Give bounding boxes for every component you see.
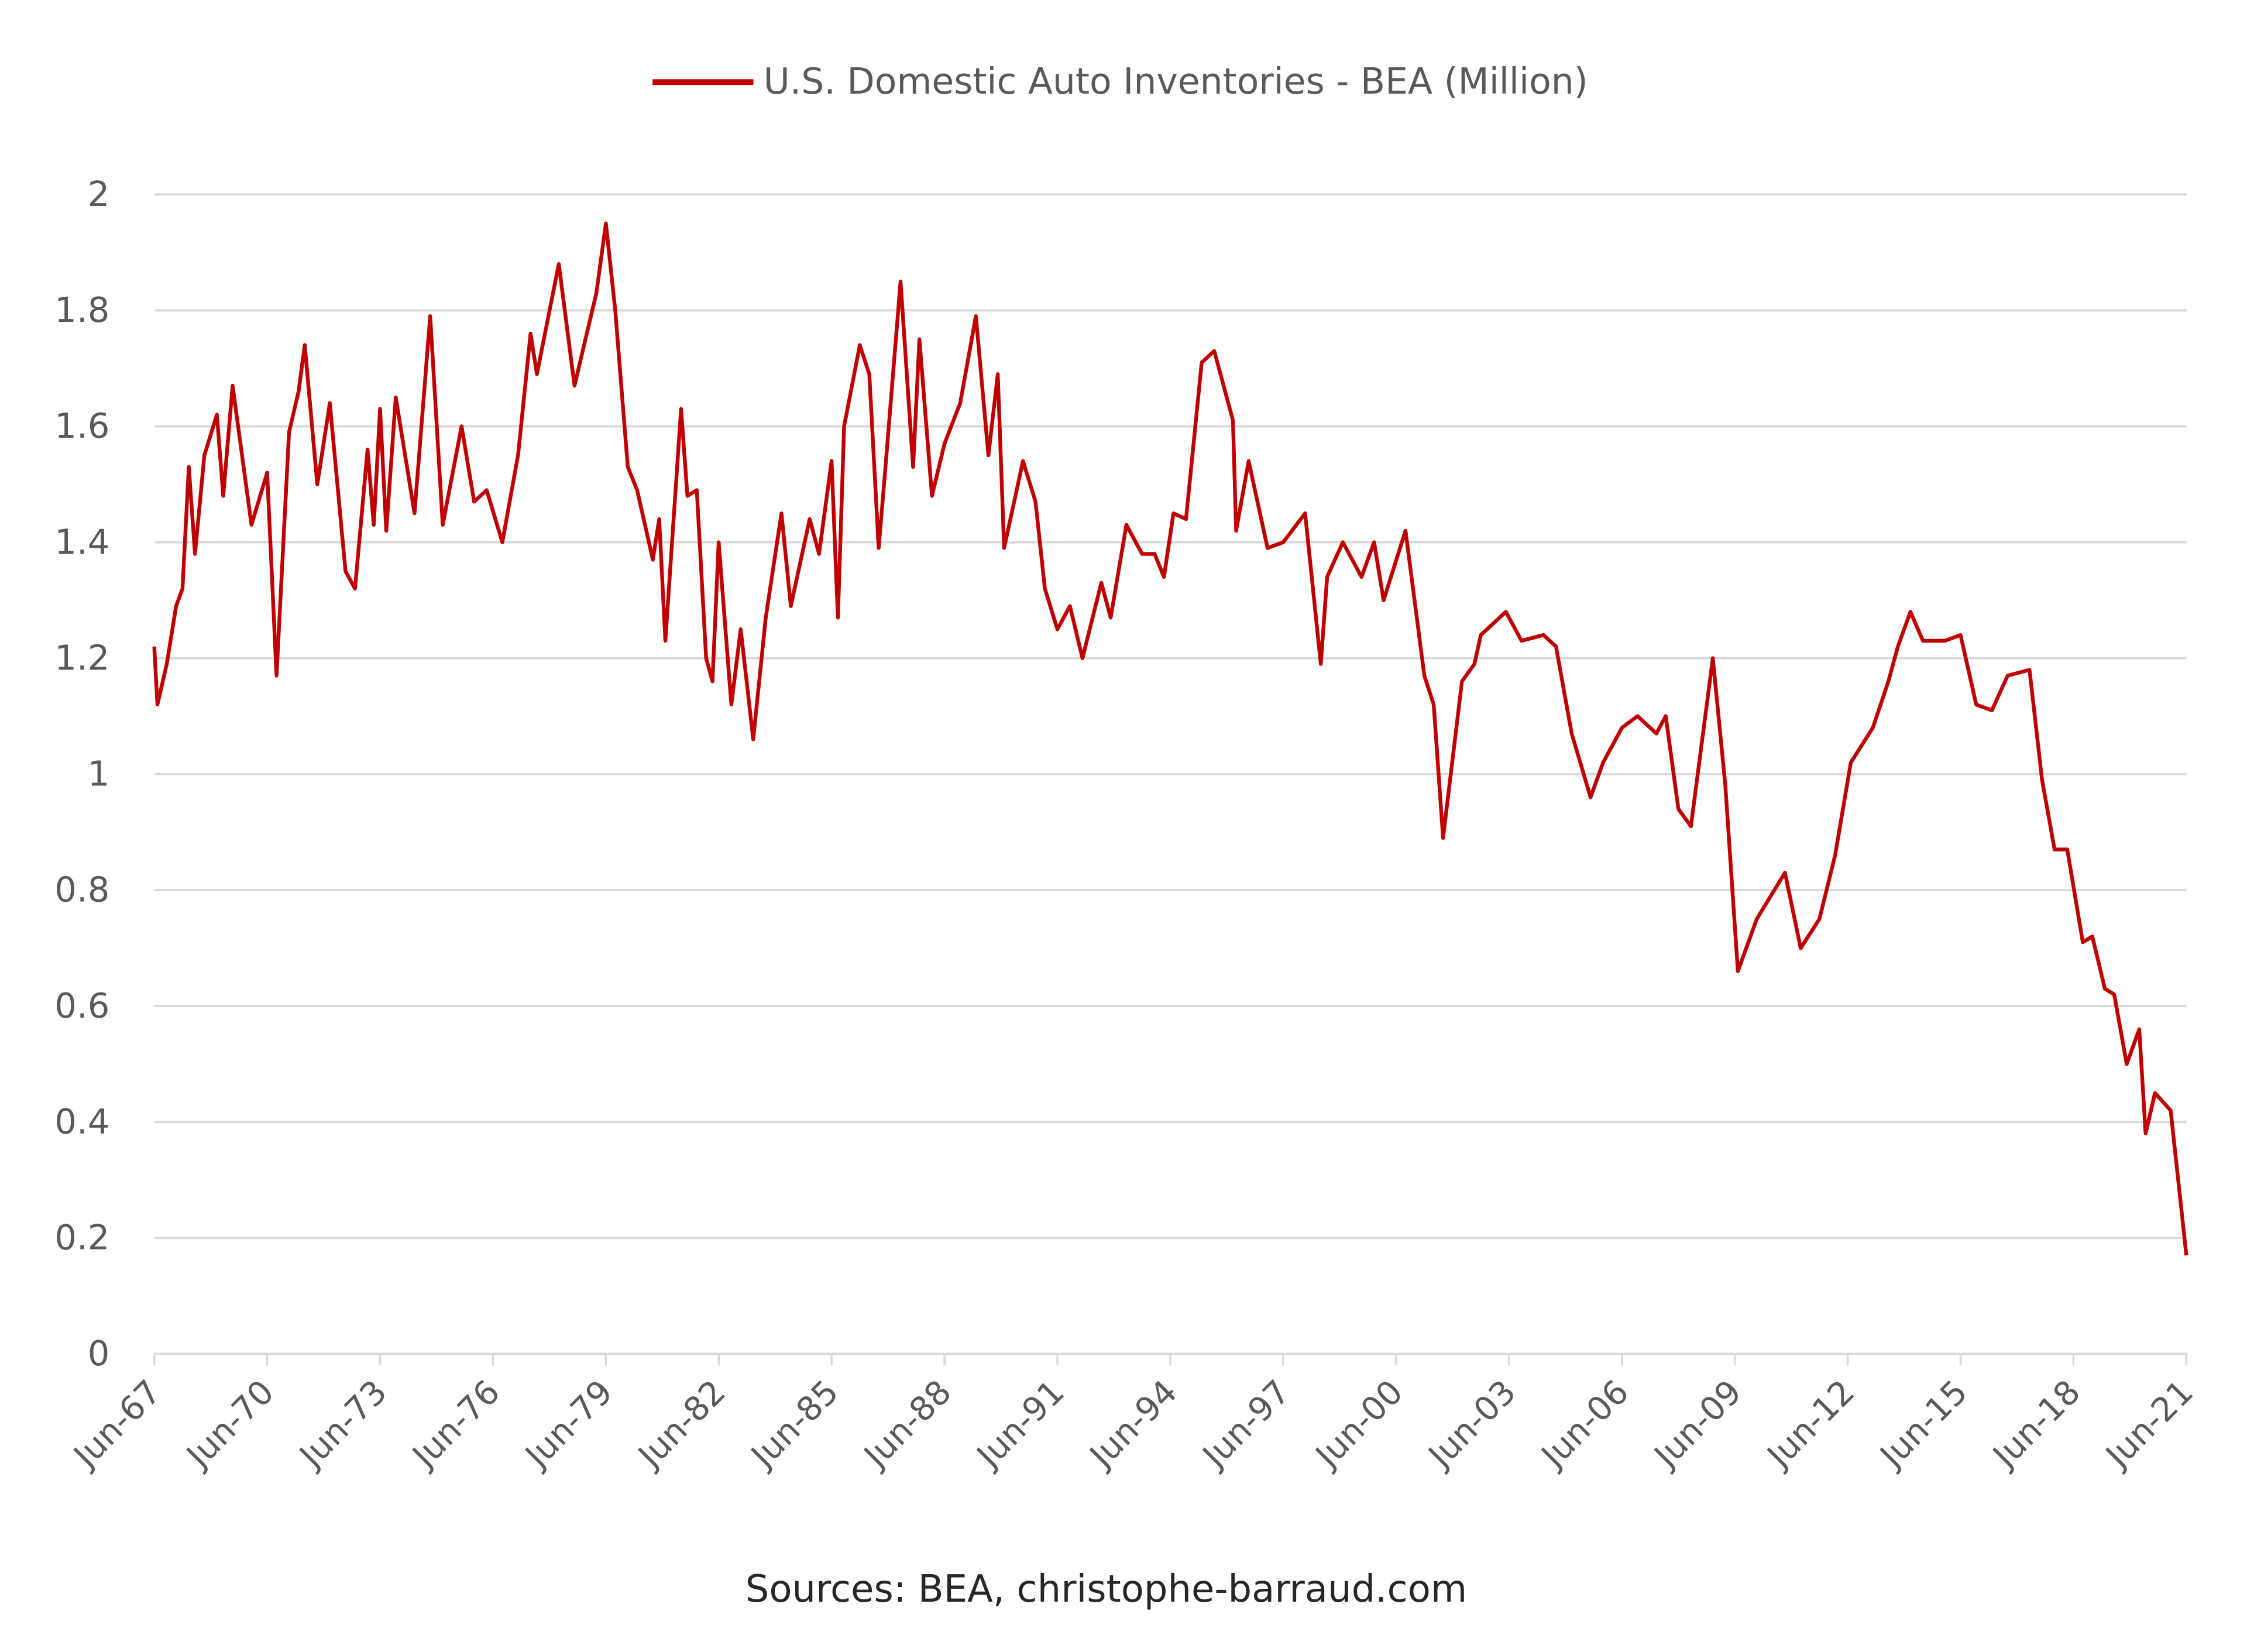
y-axis: 0 0.2 0.4 0.6 0.8 1 1.2 1.4 1.6 1.8 2 [54, 174, 109, 1373]
x-tick-label: Jun-67 [66, 1373, 169, 1476]
x-tick-label: Jun-82 [630, 1373, 733, 1476]
x-tick-label: Jun-09 [1646, 1373, 1750, 1476]
series-layer [152, 221, 2188, 1256]
x-tick-label: Jun-06 [1533, 1373, 1637, 1476]
x-tick-label: Jun-21 [2097, 1373, 2201, 1476]
x-tick-label: Jun-94 [1081, 1373, 1185, 1476]
x-tick-label: Jun-70 [178, 1373, 282, 1476]
y-tick-label: 1.6 [54, 406, 109, 446]
y-tick-label: 0.8 [54, 870, 109, 910]
legend: U.S. Domestic Auto Inventories - BEA (Mi… [652, 60, 1588, 102]
y-tick-label: 1 [88, 754, 110, 794]
x-axis: Jun-67 Jun-70 Jun-73 Jun-76 Jun-79 Jun-82 Jun-… [66, 1354, 2201, 1476]
x-tick-label: Jun-79 [517, 1373, 620, 1476]
gridlines [154, 193, 2187, 1355]
y-tick-label: 1.8 [54, 290, 109, 330]
source-footer: Sources: BEA, christophe-barraud.com [745, 1568, 1467, 1611]
legend-label: U.S. Domestic Auto Inventories - BEA (Mi… [764, 60, 1588, 102]
x-tick-label: Jun-00 [1307, 1373, 1411, 1476]
x-tick-label: Jun-97 [1194, 1373, 1298, 1476]
x-tick-label: Jun-15 [1871, 1373, 1975, 1476]
x-tick-label: Jun-91 [968, 1373, 1072, 1476]
x-tick-label: Jun-12 [1759, 1373, 1863, 1476]
series-line [152, 221, 2188, 1256]
y-tick-label: 1.4 [54, 521, 109, 562]
x-tick-label: Jun-18 [1984, 1373, 2088, 1476]
y-tick-label: 0 [88, 1333, 110, 1373]
y-tick-label: 0.4 [54, 1101, 109, 1142]
y-tick-label: 0.6 [54, 985, 109, 1026]
x-tick-label: Jun-76 [404, 1373, 507, 1476]
y-tick-label: 2 [88, 174, 110, 214]
x-tick-label: Jun-03 [1420, 1373, 1524, 1476]
y-tick-label: 1.2 [54, 637, 109, 678]
x-tick-label: Jun-88 [855, 1373, 959, 1476]
x-tick-label: Jun-85 [743, 1373, 846, 1476]
x-tick-label: Jun-73 [291, 1373, 394, 1476]
y-tick-label: 0.2 [54, 1217, 109, 1258]
